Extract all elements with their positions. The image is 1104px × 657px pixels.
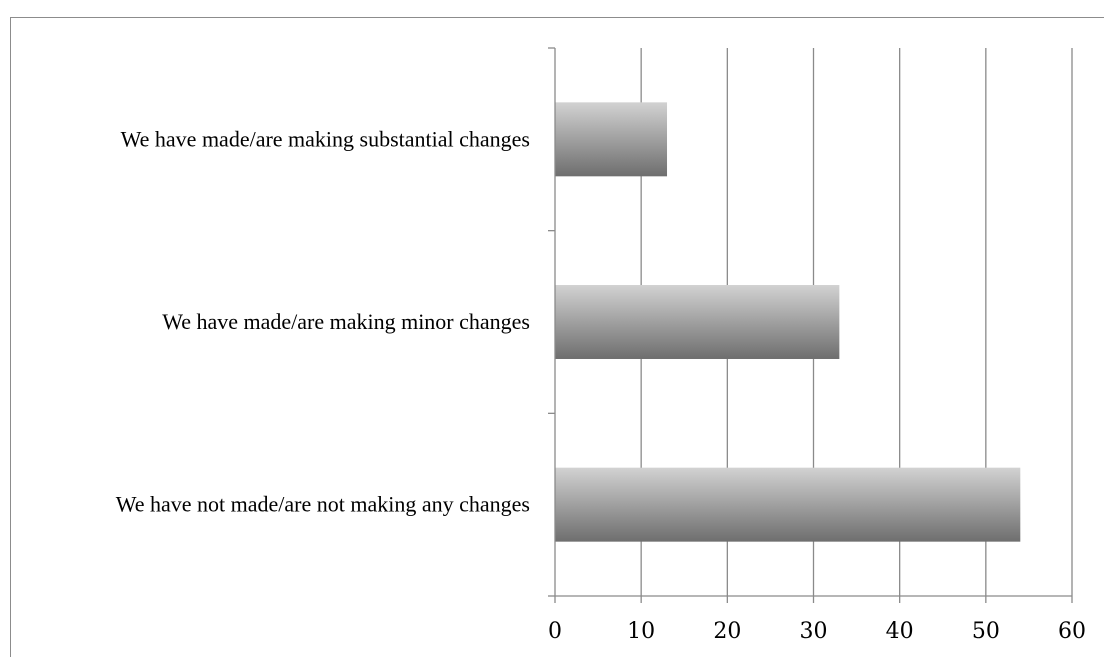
x-tick-label-50: 50 <box>972 619 1000 644</box>
category-label-3: We have not made/are not making any chan… <box>116 492 530 517</box>
x-tick-label-10: 10 <box>627 619 655 644</box>
bar-3 <box>555 467 1021 542</box>
category-label-2: We have made/are making minor changes <box>162 309 530 334</box>
bar-2 <box>555 285 840 359</box>
labels: 0 10 20 30 40 50 60 We have made/are making sub… <box>116 126 1086 644</box>
x-tick-label-20: 20 <box>713 619 741 644</box>
chart-frame <box>10 17 1104 657</box>
x-tick-label-30: 30 <box>800 619 828 644</box>
category-label-1: We have made/are making substantial chan… <box>121 126 530 151</box>
x-tick-label-40: 40 <box>886 619 914 644</box>
axes <box>548 47 1073 603</box>
bars <box>555 102 1021 542</box>
x-tick-label-0: 0 <box>548 619 562 644</box>
bar-1 <box>555 102 668 177</box>
x-tick-label-60: 60 <box>1058 619 1086 644</box>
